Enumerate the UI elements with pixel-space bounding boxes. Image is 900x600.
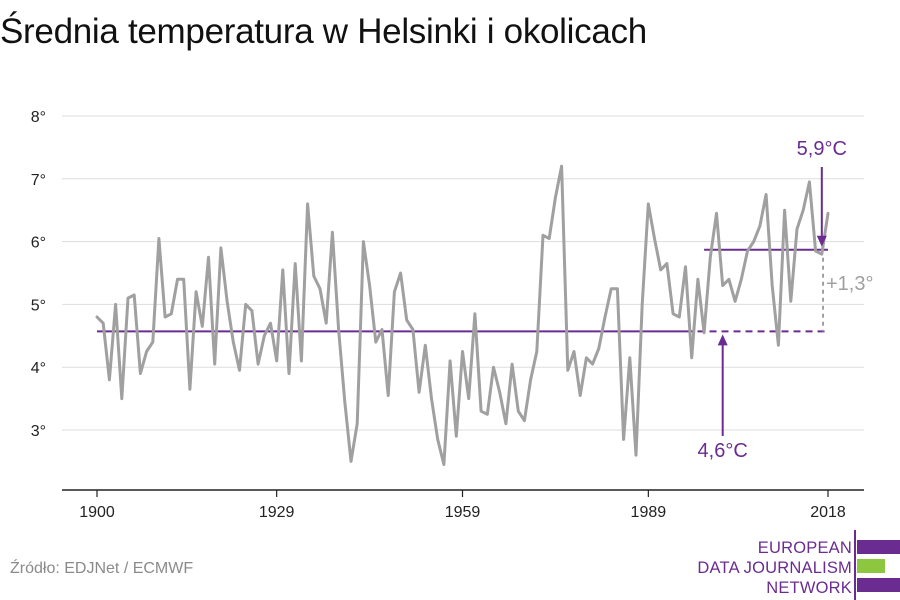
x-tick-label: 1959 (445, 504, 481, 521)
x-tick-label: 2018 (810, 504, 846, 521)
arrowhead-high-average (816, 235, 827, 247)
logo-bar-purple-bottom (857, 578, 900, 592)
logo-line-3: NETWORK (766, 579, 852, 597)
logo-text: EUROPEAN DATA JOURNALISM NETWORK (697, 538, 852, 598)
y-tick-label: 4° (31, 360, 46, 377)
series-layer (95, 164, 830, 466)
y-tick-label: 7° (31, 172, 46, 189)
difference-label: +1,3° (826, 273, 873, 295)
x-tick-label: 1989 (631, 504, 667, 521)
logo-line-1: EUROPEAN (757, 539, 852, 557)
page-title: Średnia temperatura w Helsinki i okolica… (0, 12, 647, 51)
y-tick-label: 5° (31, 297, 46, 314)
annotations: 4,6°C 5,9°C +1,3° (698, 138, 874, 462)
label-low-average: 4,6°C (698, 440, 748, 462)
y-tick-label: 8° (31, 109, 46, 126)
logo-line-2: DATA JOURNALISM (697, 559, 852, 577)
logo-bar-purple-top (857, 540, 900, 554)
y-tick-label: 3° (31, 423, 46, 440)
source-note: Źródło: EDJNet / ECMWF (10, 560, 194, 577)
y-tick-label: 6° (31, 235, 46, 252)
x-tick-label: 1929 (259, 504, 295, 521)
temperature-series-line (95, 164, 830, 466)
logo-divider (854, 530, 856, 600)
edjnet-logo: EUROPEAN DATA JOURNALISM NETWORK (697, 530, 900, 600)
arrowhead-low-average (717, 334, 728, 346)
axes: 3° 4° 5° 6° 7° 8° 1900 1929 1959 1989 2018 (31, 109, 864, 521)
label-high-average: 5,9°C (797, 138, 847, 160)
logo-bar-green (857, 559, 885, 573)
x-tick-label: 1900 (79, 504, 115, 521)
